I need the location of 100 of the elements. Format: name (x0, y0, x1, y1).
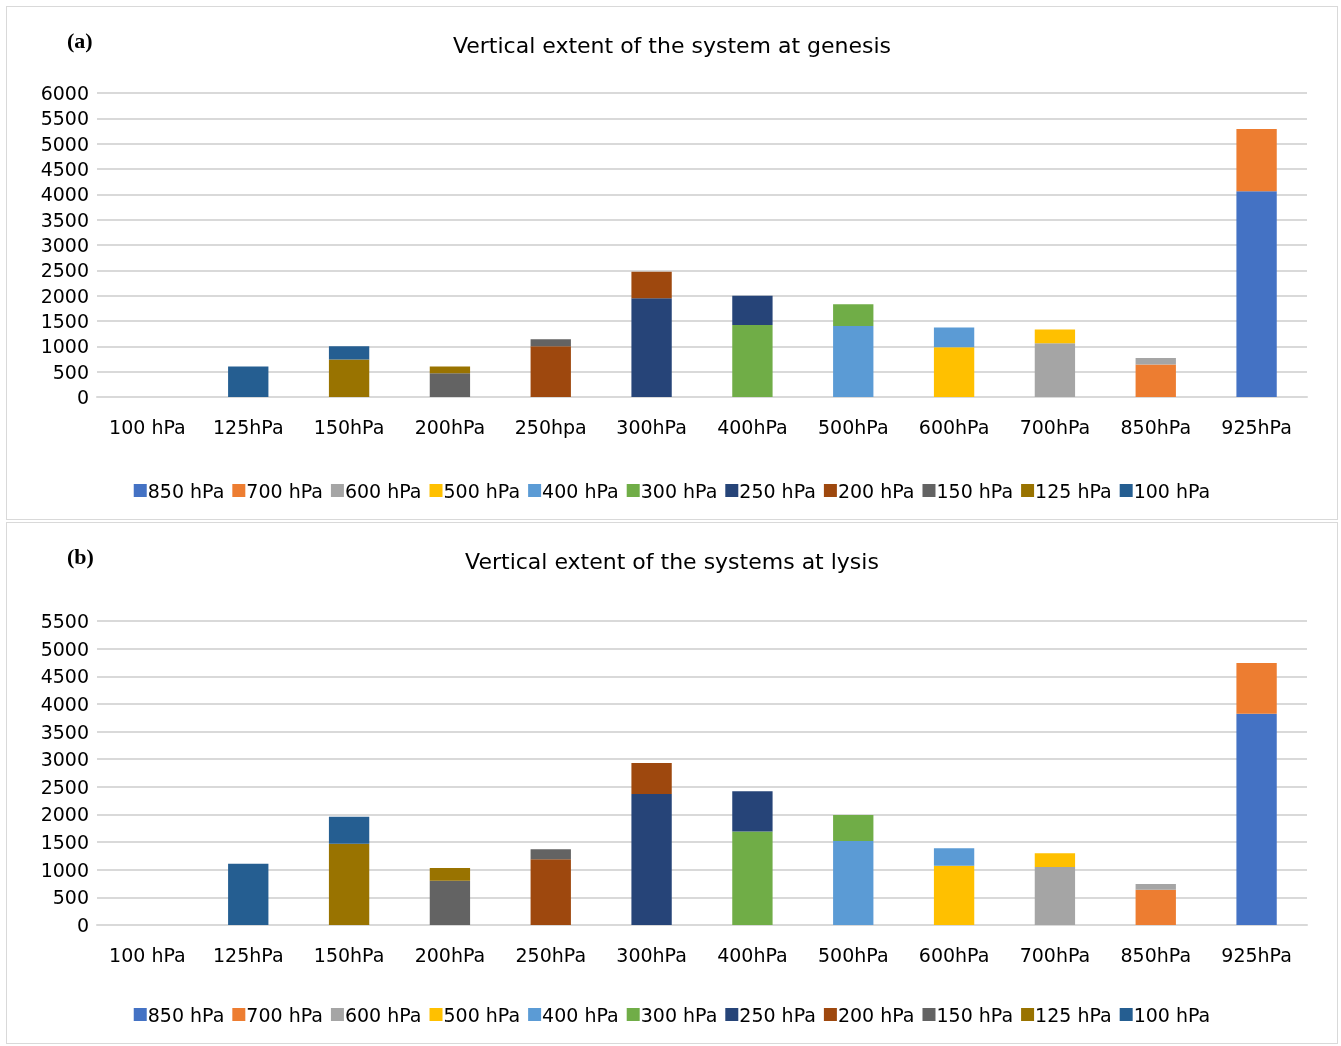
bar (1236, 128, 1277, 192)
y-tick-label: 4000 (40, 692, 89, 715)
bar (833, 815, 874, 841)
legend-label: 200 hPa (837, 1003, 915, 1026)
bar (328, 843, 370, 925)
bar (933, 347, 975, 397)
bar (833, 326, 874, 397)
bar (429, 373, 471, 397)
x-tick-label: 700hPa (1019, 415, 1091, 438)
y-tick-label: 6000 (40, 82, 89, 104)
bar (1236, 191, 1277, 397)
chart-title: Vertical extent of the system at genesis (452, 32, 892, 58)
legend-label: 125 hPa (1035, 479, 1112, 502)
bar (1236, 663, 1277, 714)
x-tick-label: 200hPa (414, 415, 486, 438)
y-tick-label: 4500 (40, 158, 89, 180)
y-tick-label: 4000 (40, 183, 89, 206)
x-tick-label: 400hPa (717, 943, 788, 966)
y-tick-label: 5500 (40, 107, 89, 130)
text: (a) (67, 27, 93, 53)
bar (833, 840, 874, 925)
bar (1135, 357, 1176, 365)
y-tick-label: 1000 (40, 335, 89, 358)
x-tick-label: 150hPa (313, 943, 385, 966)
legend-label: 850 hPa (147, 479, 225, 502)
bar (631, 763, 672, 794)
bar (429, 868, 471, 881)
bar (631, 271, 672, 299)
legend-label: 125 hPa (1035, 1003, 1112, 1026)
y-tick-label: 3500 (40, 720, 89, 743)
x-tick-label: 250hpa (514, 415, 587, 438)
bar (732, 791, 773, 832)
bar (631, 298, 672, 397)
y-tick-label: 0 (76, 386, 89, 408)
bar (1034, 853, 1076, 867)
legend-label: 500 hPa (443, 1003, 521, 1026)
legend-label: 250 hPa (739, 479, 816, 502)
bar (1135, 884, 1176, 890)
x-tick-label: 500hPa (817, 415, 889, 438)
x-tick-label: 925hPa (1221, 943, 1292, 966)
legend-label: 300 hPa (640, 1003, 718, 1026)
bar (429, 880, 471, 925)
bar (328, 816, 370, 844)
x-tick-label: 125hPa (212, 943, 284, 966)
x-tick-label: 700hPa (1019, 943, 1091, 966)
y-tick-label: 3000 (40, 234, 89, 256)
bar (732, 295, 773, 326)
y-tick-label: 5000 (40, 637, 89, 660)
bar (429, 366, 471, 374)
legend-label: 150 hPa (936, 1003, 1014, 1026)
y-tick-label: 2500 (40, 775, 89, 798)
legend-label: 600 hPa (344, 479, 422, 502)
bar (328, 359, 370, 397)
bar (933, 327, 975, 348)
x-tick-label: 100 hPa (109, 943, 186, 966)
text: (b) (67, 543, 94, 569)
bar (530, 849, 571, 860)
x-tick-label: 300hPa (616, 943, 687, 966)
y-tick-label: 500 (52, 360, 89, 383)
x-tick-label: 400hPa (717, 415, 788, 438)
bar (530, 859, 571, 925)
y-tick-label: 4500 (40, 665, 89, 688)
bar (1034, 343, 1076, 397)
bar (530, 339, 571, 347)
bar (833, 304, 874, 327)
legend-label: 400 hPa (542, 479, 619, 502)
x-tick-label: 850hPa (1120, 415, 1192, 438)
x-tick-label: 600hPa (918, 943, 990, 966)
bar (732, 325, 773, 397)
y-tick-label: 1000 (40, 858, 89, 881)
bar (933, 865, 975, 925)
legend-label: 250 hPa (739, 1003, 816, 1026)
chart-title: Vertical extent of the systems at lysis (465, 548, 879, 574)
x-tick-label: 300hPa (616, 415, 687, 438)
y-tick-label: 1500 (40, 831, 89, 854)
legend-label: 700 hPa (246, 479, 323, 502)
x-tick-label: 200hPa (414, 943, 486, 966)
x-tick-label: 600hPa (918, 415, 990, 438)
x-tick-label: 500hPa (817, 943, 889, 966)
y-tick-label: 0 (76, 914, 89, 936)
y-tick-label: 5000 (40, 132, 89, 155)
legend-label: 500 hPa (443, 479, 521, 502)
bar (530, 346, 571, 397)
bar (933, 848, 975, 866)
bar (732, 831, 773, 925)
x-tick-label: 250hPa (515, 943, 587, 966)
bar (631, 794, 672, 925)
bar (228, 863, 269, 925)
legend-label: 300 hPa (640, 479, 718, 502)
bar (228, 366, 269, 397)
y-tick-label: 2000 (40, 803, 89, 826)
legend-label: 100 hPa (1133, 479, 1211, 502)
y-tick-label: 2500 (40, 259, 89, 282)
legend-label: 400 hPa (542, 1003, 619, 1026)
legend-label: 100 hPa (1133, 1003, 1211, 1026)
bar (1034, 866, 1076, 925)
bar (1135, 889, 1176, 925)
y-tick-label: 1500 (40, 310, 89, 332)
y-tick-label: 3500 (40, 208, 89, 231)
legend-label: 200 hPa (837, 479, 915, 502)
